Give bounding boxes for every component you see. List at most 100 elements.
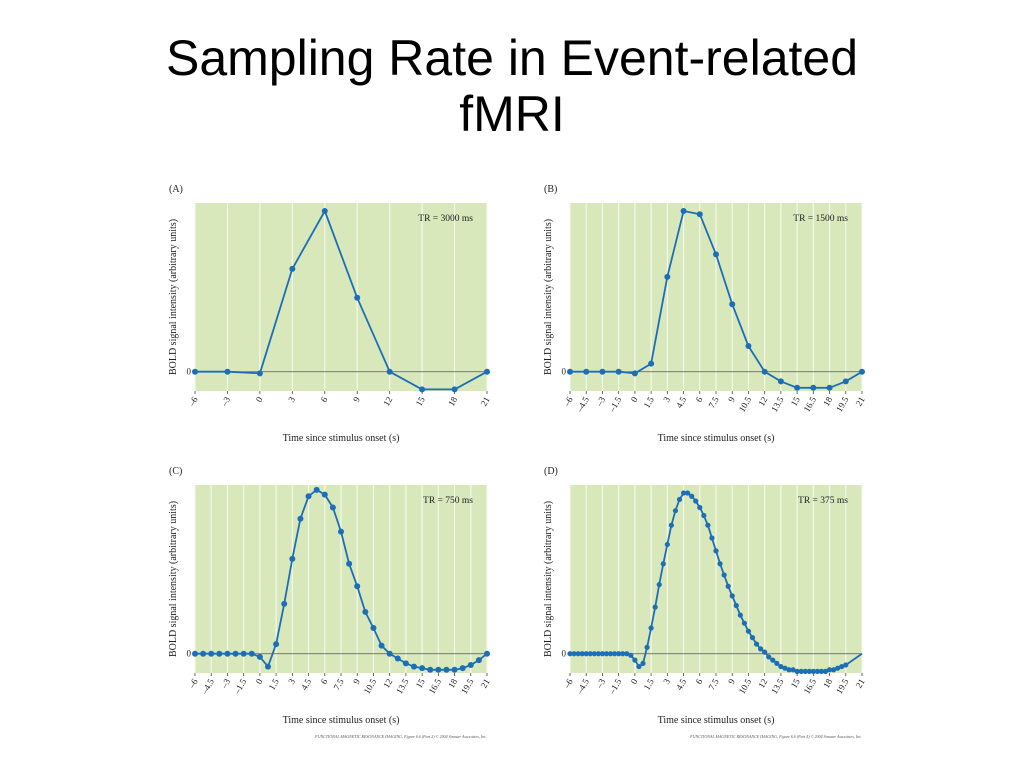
x-tick-label: 3 [286, 395, 297, 404]
x-tick-label: 9 [726, 395, 737, 404]
chart-title: TR = 1500 ms [793, 214, 848, 224]
x-tick-label: 4.5 [674, 395, 689, 410]
x-tick-label: 18 [446, 395, 459, 408]
x-axis-label: Time since stimulus onset (s) [658, 433, 775, 444]
data-point [640, 660, 646, 666]
data-point [770, 657, 776, 663]
data-point [636, 663, 642, 670]
data-point [721, 572, 727, 578]
data-point [745, 343, 752, 350]
data-point [591, 651, 597, 657]
data-point [467, 661, 474, 668]
x-tick-label: 16.5 [802, 677, 819, 696]
x-tick-label: 6 [694, 677, 705, 686]
data-point [571, 651, 577, 657]
chart-svg: (D)0–6 –4.5 –3 –1.5 0 1.5 3 4.5 6 7.5 9 10.5 12 13.5 1… [543, 466, 867, 740]
x-tick-label: 9 [351, 677, 362, 686]
x-tick-label: 12 [381, 395, 394, 408]
data-point [628, 652, 634, 658]
x-tick-label: 21 [854, 395, 867, 408]
x-tick-label: 12 [756, 395, 769, 408]
x-tick-label: –3 [594, 395, 608, 409]
data-point [777, 378, 784, 385]
data-point [305, 493, 312, 500]
data-point [443, 666, 450, 673]
data-point [216, 650, 223, 657]
x-tick-label: 12 [381, 677, 394, 690]
data-point [701, 512, 707, 519]
x-tick-label: 12 [756, 677, 769, 690]
data-point [208, 650, 215, 657]
y-tick-label: 0 [562, 649, 567, 659]
data-point [842, 378, 849, 385]
x-tick-label: 10.5 [737, 677, 754, 696]
data-point [321, 491, 328, 498]
data-point [839, 663, 845, 670]
data-point [790, 667, 796, 673]
x-tick-label: –6 [561, 395, 575, 409]
panel-label: (A) [169, 184, 183, 195]
data-point [676, 496, 683, 503]
data-point [620, 651, 626, 657]
data-point [192, 368, 198, 375]
data-point [607, 651, 614, 657]
chart-panel-a: (A) 0 –6 –3 0 3 6 9 12 15 18 21 Time since stimulus … [165, 180, 495, 465]
x-tick-label: –1.5 [606, 677, 623, 697]
x-tick-label: 0 [629, 395, 640, 404]
chart-panel-c: (C) 0 –6 –4.5 –3 –1.5 0 1.5 3 4.5 6 7.5 9 10.5 12 13.5 1… [165, 462, 495, 747]
x-tick-label: –6 [561, 677, 575, 691]
data-point [346, 560, 353, 567]
y-axis-label: BOLD signal intensity (arbitrary units) [543, 501, 554, 657]
data-point [631, 370, 638, 377]
chart-svg: (B)0–6 –4.5 –3 –1.5 0 1.5 3 4.5 6 7.5 9 10.5 12 13.5 1… [543, 184, 867, 444]
x-tick-label: 18 [446, 677, 459, 690]
x-tick-label: 1.5 [642, 677, 657, 692]
x-tick-label: 0 [629, 677, 640, 686]
data-point [685, 490, 691, 496]
x-tick-label: 1.5 [267, 677, 282, 692]
data-point [394, 655, 401, 662]
data-point [697, 504, 703, 511]
x-tick-label: –6 [186, 395, 200, 409]
data-point [256, 370, 263, 377]
data-point [419, 386, 426, 393]
data-point [745, 628, 752, 634]
data-point [705, 522, 711, 528]
x-tick-label: 0 [254, 395, 265, 404]
data-point [826, 384, 833, 391]
data-point [615, 368, 622, 375]
data-point [402, 660, 409, 667]
x-tick-label: 0 [254, 677, 265, 686]
data-point [713, 548, 719, 554]
chart-title: TR = 375 ms [798, 496, 848, 506]
x-tick-label: 7.5 [706, 677, 721, 692]
x-tick-label: 19.5 [834, 677, 851, 696]
figure-credit: FUNCTIONAL MAGNETIC RESONANCE IMAGING, F… [314, 734, 487, 740]
data-point [696, 211, 703, 218]
chart-svg: (A) 0 –6 –3 0 3 6 9 12 15 18 21 Time since stimulus … [168, 184, 492, 444]
x-tick-label: –3 [219, 395, 233, 409]
data-point [567, 368, 573, 375]
data-point [567, 651, 573, 657]
chart-title: TR = 3000 ms [418, 214, 473, 224]
data-point [484, 368, 490, 375]
chart-svg: (C)0–6 –4.5 –3 –1.5 0 1.5 3 4.5 6 7.5 9 10.5 12 13.5 1… [168, 466, 492, 740]
x-axis-label: Time since stimulus onset (s) [658, 715, 775, 726]
data-point [810, 384, 817, 391]
data-point [297, 515, 304, 522]
x-tick-label: 16.5 [802, 395, 819, 414]
data-point [652, 604, 658, 610]
x-tick-label: 15 [414, 395, 427, 408]
data-point [859, 368, 865, 375]
x-tick-label: 21 [479, 677, 492, 690]
data-point [762, 649, 768, 655]
data-point [766, 654, 772, 660]
data-point [386, 368, 393, 375]
data-point [741, 620, 747, 626]
data-point [737, 612, 743, 618]
data-point [814, 668, 820, 674]
data-point [459, 665, 466, 672]
chart-title: TR = 750 ms [423, 496, 473, 506]
data-point [782, 665, 788, 671]
x-tick-label: 13.5 [394, 677, 411, 696]
